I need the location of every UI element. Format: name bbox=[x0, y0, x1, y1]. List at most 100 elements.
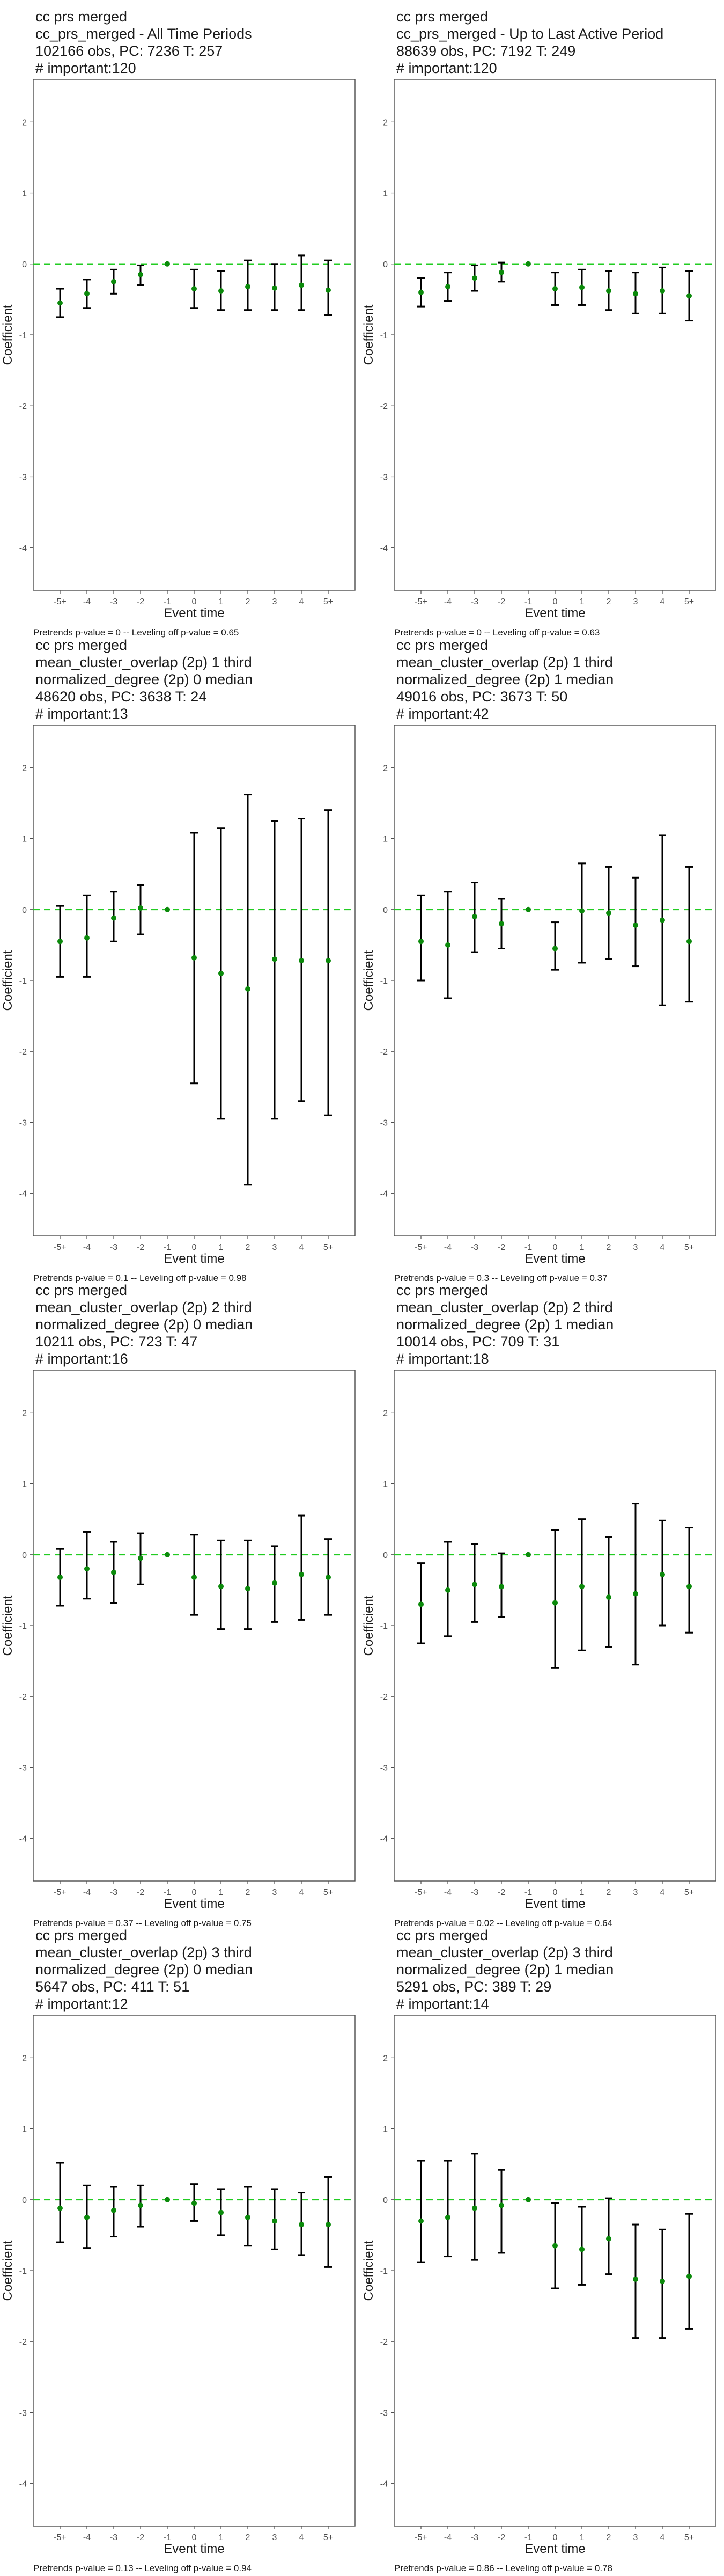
pvalue-footer: Pretrends p-value = 0.86 -- Leveling off… bbox=[394, 2563, 612, 2573]
point-estimate bbox=[686, 939, 692, 945]
x-tick-label: -1 bbox=[164, 2533, 171, 2542]
x-axis-label: Event time bbox=[524, 2542, 585, 2556]
x-tick-label: -5+ bbox=[54, 1888, 67, 1897]
chart-title-line: 88639 obs, PC: 7192 T: 249 bbox=[396, 43, 575, 59]
x-axis-label: Event time bbox=[524, 1252, 585, 1266]
x-tick-label: -3 bbox=[110, 1888, 117, 1897]
y-tick-label: -4 bbox=[380, 1835, 388, 1844]
x-tick-label: 2 bbox=[246, 2533, 250, 2542]
x-tick-label: 2 bbox=[246, 597, 250, 606]
point-estimate bbox=[633, 922, 638, 928]
x-tick-label: -4 bbox=[83, 1888, 91, 1897]
chart-title-line: mean_cluster_overlap (2p) 2 third bbox=[35, 1299, 252, 1315]
x-tick-label: -4 bbox=[83, 597, 91, 606]
x-tick-label: 4 bbox=[299, 1243, 304, 1252]
x-tick-label: -4 bbox=[444, 597, 452, 606]
point-estimate bbox=[245, 284, 250, 290]
x-tick-label: -5+ bbox=[415, 597, 427, 606]
pvalue-footer: Pretrends p-value = 0.37 -- Leveling off… bbox=[33, 1918, 252, 1928]
point-estimate bbox=[245, 986, 250, 992]
y-axis-label: Coefficient bbox=[1, 304, 15, 365]
chart-title-line: # important:12 bbox=[35, 1996, 128, 2012]
chart-title-line: 5291 obs, PC: 389 T: 29 bbox=[396, 1979, 551, 1995]
point-estimate bbox=[633, 2276, 638, 2282]
point-estimate bbox=[326, 287, 331, 293]
y-tick-label: 1 bbox=[22, 1480, 27, 1489]
x-tick-label: -1 bbox=[164, 1243, 171, 1252]
y-tick-label: -2 bbox=[380, 1693, 388, 1702]
chart-title-line: 102166 obs, PC: 7236 T: 257 bbox=[35, 43, 223, 59]
y-tick-label: 2 bbox=[383, 1409, 388, 1418]
y-tick-label: -3 bbox=[380, 473, 388, 482]
point-estimate bbox=[57, 2205, 63, 2211]
y-tick-label: 0 bbox=[383, 1551, 388, 1560]
chart-title-line: normalized_degree (2p) 0 median bbox=[35, 1316, 253, 1333]
x-tick-label: 3 bbox=[272, 2533, 277, 2542]
y-tick-label: 1 bbox=[383, 1480, 388, 1489]
point-estimate bbox=[499, 2202, 504, 2208]
x-tick-label: 2 bbox=[607, 597, 611, 606]
x-tick-label: -1 bbox=[524, 1243, 532, 1252]
x-tick-label: -3 bbox=[471, 2533, 478, 2542]
point-estimate bbox=[633, 291, 638, 297]
x-tick-label: 5+ bbox=[323, 597, 333, 606]
x-tick-label: 4 bbox=[299, 1888, 304, 1897]
point-estimate bbox=[418, 939, 424, 945]
x-tick-label: 5+ bbox=[684, 1888, 694, 1897]
point-estimate bbox=[660, 1571, 665, 1577]
y-tick-label: -2 bbox=[380, 2338, 388, 2347]
plot-frame bbox=[33, 79, 356, 591]
y-axis-label: Coefficient bbox=[361, 950, 376, 1011]
chart-title-line: normalized_degree (2p) 1 median bbox=[396, 1962, 614, 1978]
x-tick-label: 3 bbox=[272, 1243, 277, 1252]
x-axis-label: Event time bbox=[524, 606, 585, 620]
y-tick-label: -1 bbox=[380, 331, 388, 340]
y-tick-label: -2 bbox=[19, 1693, 27, 1702]
chart-title-line: # important:42 bbox=[396, 706, 489, 722]
y-tick-label: 1 bbox=[383, 835, 388, 844]
x-tick-label: -3 bbox=[110, 2533, 117, 2542]
x-tick-label: 4 bbox=[660, 1888, 665, 1897]
point-estimate bbox=[138, 2202, 143, 2208]
point-estimate bbox=[526, 2197, 531, 2202]
chart-title-line: cc prs merged bbox=[396, 9, 488, 25]
point-estimate bbox=[165, 906, 170, 912]
y-tick-label: -1 bbox=[380, 977, 388, 986]
pvalue-footer: Pretrends p-value = 0.02 -- Leveling off… bbox=[394, 1918, 612, 1928]
point-estimate bbox=[579, 2246, 585, 2252]
chart-title-line: normalized_degree (2p) 0 median bbox=[35, 1962, 253, 1978]
x-tick-label: 3 bbox=[272, 1888, 277, 1897]
point-estimate bbox=[445, 284, 450, 290]
x-tick-label: -2 bbox=[137, 1243, 144, 1252]
x-tick-label: 4 bbox=[660, 597, 665, 606]
y-axis-label: Coefficient bbox=[361, 2240, 376, 2301]
x-axis-label: Event time bbox=[164, 1897, 224, 1911]
point-estimate bbox=[606, 910, 611, 916]
point-estimate bbox=[138, 905, 143, 911]
x-tick-label: -3 bbox=[471, 597, 478, 606]
x-tick-label: 1 bbox=[580, 1243, 585, 1252]
y-tick-label: -2 bbox=[380, 1048, 388, 1057]
x-tick-label: -5+ bbox=[415, 1243, 427, 1252]
point-estimate bbox=[472, 1582, 477, 1587]
x-tick-label: 1 bbox=[219, 597, 224, 606]
point-estimate bbox=[84, 2214, 90, 2220]
chart-title-line: cc prs merged bbox=[35, 1282, 127, 1298]
point-estimate bbox=[472, 2205, 477, 2211]
plot-frame bbox=[33, 2015, 356, 2527]
x-tick-label: -4 bbox=[444, 1888, 452, 1897]
point-estimate bbox=[191, 2200, 197, 2206]
x-tick-label: -4 bbox=[444, 1243, 452, 1252]
x-tick-label: 5+ bbox=[684, 2533, 694, 2542]
point-estimate bbox=[218, 288, 224, 294]
y-axis-label: Coefficient bbox=[1, 950, 15, 1011]
x-tick-label: -5+ bbox=[415, 2533, 427, 2542]
x-tick-label: 0 bbox=[192, 1888, 197, 1897]
point-estimate bbox=[660, 288, 665, 294]
chart-title-line: cc prs merged bbox=[396, 1282, 488, 1298]
point-estimate bbox=[245, 1586, 250, 1592]
y-tick-label: -3 bbox=[380, 2409, 388, 2418]
